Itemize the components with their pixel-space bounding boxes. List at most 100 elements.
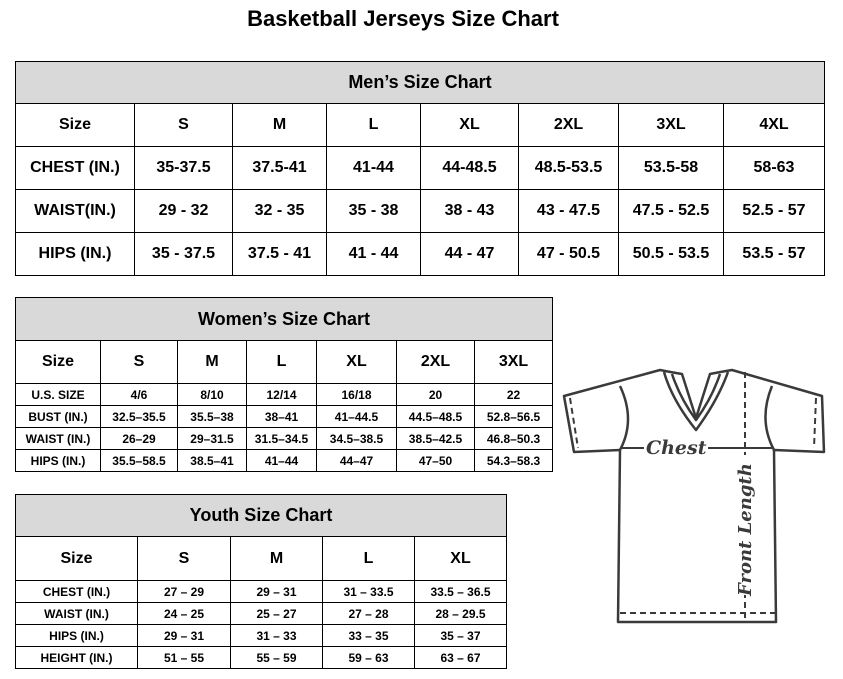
row-label: HIPS (IN.) bbox=[15, 449, 101, 472]
table-cell: L bbox=[246, 340, 317, 384]
table-cell: 44-48.5 bbox=[420, 146, 519, 190]
table-cell: 29–31.5 bbox=[177, 427, 247, 450]
table-cell: 55 – 59 bbox=[230, 646, 323, 669]
table-cell: 50.5 - 53.5 bbox=[618, 232, 724, 276]
table-cell: 4XL bbox=[723, 103, 825, 147]
table-cell: 31 – 33.5 bbox=[322, 580, 415, 603]
table-cell: 38.5–42.5 bbox=[396, 427, 475, 450]
table-cell: 3XL bbox=[473, 340, 554, 384]
table-row: WAIST (IN.) 24 – 25 25 – 27 27 – 28 28 – 29.… bbox=[15, 602, 508, 625]
table-cell: 59 – 63 bbox=[322, 646, 415, 669]
table-cell: 63 – 67 bbox=[413, 646, 508, 669]
table-cell: 34.5–38.5 bbox=[316, 427, 397, 450]
table-cell: 35 - 38 bbox=[326, 189, 421, 233]
row-label: HIPS (IN.) bbox=[15, 624, 138, 647]
table-cell: 35.5–58.5 bbox=[100, 449, 178, 472]
table-row: HIPS (IN.) 35.5–58.5 38.5–41 41–44 44–47 47–5… bbox=[15, 449, 554, 472]
womens-table-title: Women’s Size Chart bbox=[14, 297, 554, 341]
table-cell: 20 bbox=[396, 383, 475, 406]
youth-size-table: Youth Size Chart Size S M L XL CHEST (IN.) 27 … bbox=[14, 494, 508, 669]
table-cell: 43 - 47.5 bbox=[518, 189, 619, 233]
table-cell: 41–44.5 bbox=[316, 405, 397, 428]
table-cell: 33.5 – 36.5 bbox=[413, 580, 508, 603]
table-cell: 26–29 bbox=[100, 427, 178, 450]
front-length-label: Front Length bbox=[735, 463, 756, 597]
table-cell: 38–41 bbox=[246, 405, 317, 428]
row-label: WAIST(IN.) bbox=[15, 189, 135, 233]
table-cell: 46.8–50.3 bbox=[473, 427, 554, 450]
table-cell: 37.5-41 bbox=[232, 146, 327, 190]
table-cell: 41-44 bbox=[326, 146, 421, 190]
table-cell: 24 – 25 bbox=[137, 602, 231, 625]
table-cell: 27 – 29 bbox=[137, 580, 231, 603]
row-label: BUST (IN.) bbox=[15, 405, 101, 428]
table-cell: 47–50 bbox=[396, 449, 475, 472]
row-label: CHEST (IN.) bbox=[15, 580, 138, 603]
size-header-row: Size S M L XL 2XL 3XL 4XL bbox=[15, 103, 825, 147]
table-cell: 33 – 35 bbox=[322, 624, 415, 647]
table-cell: 31 – 33 bbox=[230, 624, 323, 647]
table-cell: 41–44 bbox=[246, 449, 317, 472]
table-cell: 52.8–56.5 bbox=[473, 405, 554, 428]
table-cell: 29 - 32 bbox=[134, 189, 233, 233]
table-cell: 32 - 35 bbox=[232, 189, 327, 233]
table-cell: 8/10 bbox=[177, 383, 247, 406]
table-cell: 54.3–58.3 bbox=[473, 449, 554, 472]
table-cell: 38 - 43 bbox=[420, 189, 519, 233]
table-row: CHEST (IN.) 27 – 29 29 – 31 31 – 33.5 33.5 –… bbox=[15, 580, 508, 603]
table-cell: S bbox=[134, 103, 233, 147]
shirt-outline-icon bbox=[562, 368, 826, 624]
table-cell: L bbox=[326, 103, 421, 147]
table-row: U.S. SIZE 4/6 8/10 12/14 16/18 20 22 bbox=[15, 383, 554, 406]
table-cell: 58-63 bbox=[723, 146, 825, 190]
table-cell: 37.5 - 41 bbox=[232, 232, 327, 276]
table-cell: 47 - 50.5 bbox=[518, 232, 619, 276]
row-label: CHEST (IN.) bbox=[15, 146, 135, 190]
table-cell: 4/6 bbox=[100, 383, 178, 406]
table-cell: 32.5–35.5 bbox=[100, 405, 178, 428]
table-cell: 48.5-53.5 bbox=[518, 146, 619, 190]
table-cell: 35-37.5 bbox=[134, 146, 233, 190]
table-row: WAIST (IN.) 26–29 29–31.5 31.5–34.5 34.5–38.… bbox=[15, 427, 554, 450]
table-cell: 29 – 31 bbox=[230, 580, 323, 603]
table-cell: 41 - 44 bbox=[326, 232, 421, 276]
table-cell: 53.5 - 57 bbox=[723, 232, 825, 276]
table-cell: S bbox=[137, 536, 231, 581]
table-cell: 38.5–41 bbox=[177, 449, 247, 472]
row-label: WAIST (IN.) bbox=[15, 427, 101, 450]
mens-size-table: Men’s Size Chart Size S M L XL 2XL 3XL 4XL CHEST… bbox=[15, 61, 825, 276]
table-cell: 53.5-58 bbox=[618, 146, 724, 190]
table-cell: 29 – 31 bbox=[137, 624, 231, 647]
table-cell: 25 – 27 bbox=[230, 602, 323, 625]
table-cell: M bbox=[230, 536, 323, 581]
table-row: HIPS (IN.) 29 – 31 31 – 33 33 – 35 35 – 37 bbox=[15, 624, 508, 647]
table-cell: 2XL bbox=[518, 103, 619, 147]
size-header-row: Size S M L XL 2XL 3XL bbox=[15, 340, 554, 384]
table-cell: M bbox=[232, 103, 327, 147]
table-cell: 52.5 - 57 bbox=[723, 189, 825, 233]
table-cell: 2XL bbox=[396, 340, 475, 384]
table-cell: 51 – 55 bbox=[137, 646, 231, 669]
page-title: Basketball Jerseys Size Chart bbox=[247, 6, 559, 31]
table-cell: 31.5–34.5 bbox=[246, 427, 317, 450]
table-row: HEIGHT (IN.) 51 – 55 55 – 59 59 – 63 63 – 67 bbox=[15, 646, 508, 669]
table-cell: 44.5–48.5 bbox=[396, 405, 475, 428]
row-label: Size bbox=[15, 340, 101, 384]
row-label: HEIGHT (IN.) bbox=[15, 646, 138, 669]
table-row: HIPS (IN.) 35 - 37.5 37.5 - 41 41 - 44 44 - … bbox=[15, 232, 825, 276]
table-row: CHEST (IN.) 35-37.5 37.5-41 41-44 44-48.5 48.… bbox=[15, 146, 825, 190]
table-cell: XL bbox=[316, 340, 397, 384]
table-row: WAIST(IN.) 29 - 32 32 - 35 35 - 38 38 - 43 43… bbox=[15, 189, 825, 233]
table-cell: S bbox=[100, 340, 178, 384]
table-cell: 35 - 37.5 bbox=[134, 232, 233, 276]
table-cell: XL bbox=[420, 103, 519, 147]
table-cell: 44 - 47 bbox=[420, 232, 519, 276]
table-cell: 44–47 bbox=[316, 449, 397, 472]
table-cell: XL bbox=[413, 536, 508, 581]
chest-label: Chest bbox=[646, 437, 707, 459]
table-cell: 35.5–38 bbox=[177, 405, 247, 428]
table-cell: 27 – 28 bbox=[322, 602, 415, 625]
table-cell: 3XL bbox=[618, 103, 724, 147]
table-row: BUST (IN.) 32.5–35.5 35.5–38 38–41 41–44.5 44… bbox=[15, 405, 554, 428]
